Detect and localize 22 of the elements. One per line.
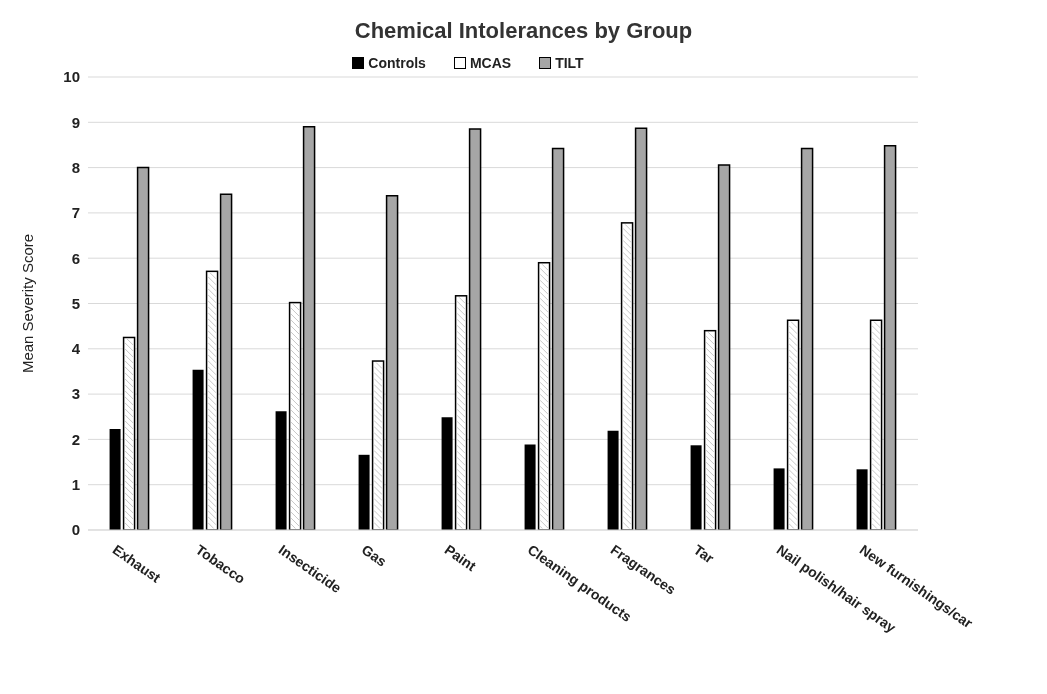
bar [607, 430, 619, 530]
y-tick-label: 5 [71, 294, 80, 312]
y-tick-label: 7 [71, 204, 80, 222]
y-tick-label: 4 [71, 340, 81, 358]
y-tick-label: 6 [71, 249, 80, 267]
legend-label: Controls [368, 55, 426, 71]
legend-label: MCAS [469, 55, 512, 71]
y-tick-label: 1 [71, 476, 80, 494]
y-tick-label: 2 [71, 430, 80, 448]
y-tick-label: 3 [71, 385, 80, 403]
bar [856, 469, 868, 530]
y-tick-label: 8 [71, 158, 80, 176]
y-tick-label: 10 [63, 68, 80, 86]
bar [524, 444, 536, 530]
x-tick-label: Tar [690, 541, 718, 567]
bar [773, 468, 785, 530]
legend-label: TILT [555, 55, 584, 71]
y-tick-label: 0 [71, 521, 80, 539]
y-axis-title: Mean Severity Score [19, 233, 37, 374]
y-tick-label: 9 [71, 113, 80, 131]
x-tick-label: Gas [358, 541, 390, 570]
chart-title: Chemical Intolerances by Group [353, 17, 694, 45]
